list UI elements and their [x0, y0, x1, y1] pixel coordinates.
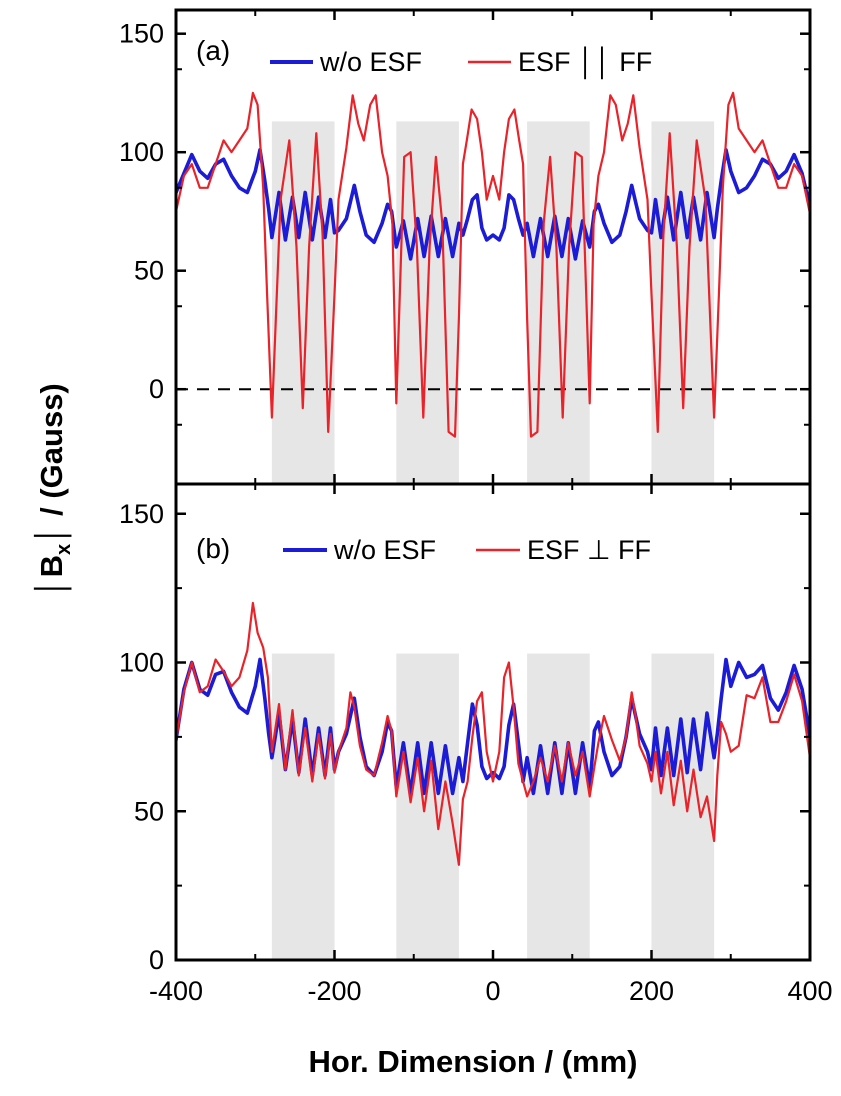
panel-a-curves: [176, 91, 810, 438]
panel-b-xtick-label: -200: [307, 976, 361, 1006]
panel-a-ytick-label: 0: [149, 374, 164, 404]
panel-b-curves: [176, 601, 810, 866]
panel-b: 0 50 100 150 -400 -200 0 200 400 (b) w/o ESF ESF…: [119, 482, 833, 1006]
panel-b-shaded-region-3: [527, 653, 590, 960]
y-axis-title-bar-left: │: [33, 577, 72, 596]
panel-b-label: (b): [196, 533, 230, 564]
panel-b-xtick-label: 0: [485, 976, 500, 1006]
legend-b-label-1: w/o ESF: [333, 535, 436, 565]
panel-a-label: (a): [196, 35, 230, 66]
legend-b-label-2: ESF ⊥ FF: [527, 535, 651, 565]
y-axis-title-bar-right: │: [33, 525, 72, 544]
panel-a-series-wo-esf-line: [176, 148, 810, 261]
panel-a-series-esf-line: [176, 91, 810, 438]
panel-a-ticks: [174, 10, 812, 484]
panel-a: 0 50 100 150 (a) w/o ESF ESF ││ FF: [119, 8, 812, 486]
panel-a-ytick-label: 150: [119, 19, 164, 49]
panel-a-ytick-label: 50: [134, 256, 164, 286]
legend-a-label-2: ESF ││ FF: [518, 46, 652, 80]
panel-b-xtick-label: -400: [149, 976, 203, 1006]
legend-a-label-1: w/o ESF: [319, 47, 422, 77]
panel-b-shaded-region-2: [396, 653, 459, 960]
panel-b-ytick-label: 0: [149, 945, 164, 975]
panel-b-tick-labels: 0 50 100 150 -400 -200 0 200 400: [119, 499, 833, 1006]
panel-b-ytick-label: 50: [134, 796, 164, 826]
y-axis-title-units: / (Gauss): [34, 383, 69, 524]
panel-b-shaded-region-1: [271, 653, 335, 960]
panel-b-shaded-regions: [271, 653, 715, 960]
y-axis-title: │Bx│ / (Gauss): [33, 383, 75, 597]
panel-b-ytick-label: 100: [119, 648, 164, 678]
panel-a-tick-labels: 0 50 100 150: [119, 19, 164, 405]
panel-a-ytick-label: 100: [119, 137, 164, 167]
panel-b-legend: w/o ESF ESF ⊥ FF: [283, 535, 651, 565]
panel-b-xtick-label: 400: [787, 976, 832, 1006]
panel-a-legend: w/o ESF ESF ││ FF: [270, 46, 652, 80]
panel-b-series-esf-line: [176, 601, 810, 866]
panel-b-xtick-label: 200: [629, 976, 674, 1006]
y-axis-title-subscript: x: [53, 544, 75, 555]
panel-b-ticks: [174, 484, 812, 962]
x-axis-title: Hor. Dimension / (mm): [309, 1044, 638, 1079]
panel-b-ytick-label: 150: [119, 499, 164, 529]
y-axis-title-symbol: B: [34, 555, 69, 577]
